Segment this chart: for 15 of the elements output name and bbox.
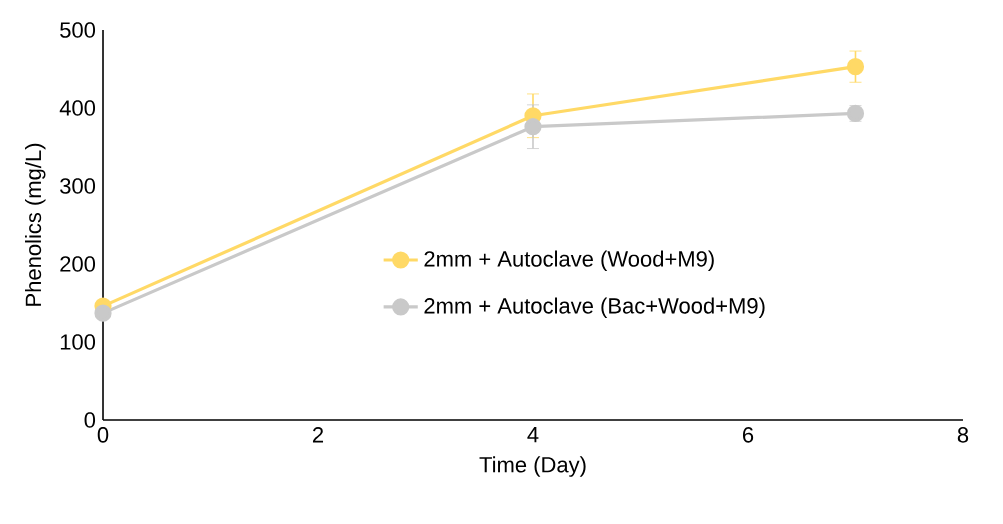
- y-tick-label: 500: [60, 22, 96, 38]
- legend-label: 2mm + Autoclave (Bac+Wood+M9): [424, 297, 765, 318]
- x-axis-title: Time (Day): [479, 456, 586, 477]
- y-tick-label: 300: [60, 178, 96, 194]
- x-tick-label: 8: [957, 427, 969, 443]
- y-tick-label: 200: [60, 256, 96, 272]
- x-tick-label: 4: [527, 427, 539, 443]
- y-axis-title: Phenolics (mg/L): [25, 143, 46, 306]
- y-tick-label: 100: [60, 334, 96, 350]
- y-tick-label: 400: [59, 100, 96, 116]
- x-tick-label: 2: [312, 427, 324, 443]
- y-tick-label: 0: [84, 412, 96, 428]
- x-tick-label: 0: [97, 427, 109, 443]
- x-tick-label: 6: [743, 427, 754, 443]
- legend-label: 2mm + Autoclave (Wood+M9): [424, 250, 714, 272]
